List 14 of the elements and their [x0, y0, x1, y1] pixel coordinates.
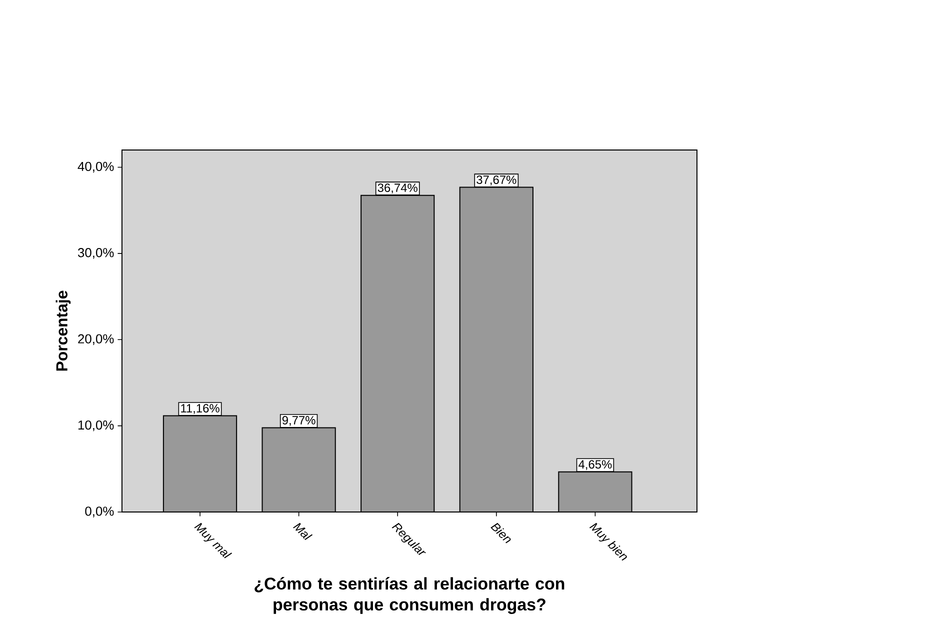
- y-tick-label: 0,0%: [85, 506, 114, 518]
- data-label: 9,77%: [282, 416, 316, 426]
- data-label: 37,67%: [476, 176, 516, 186]
- x-tick-label: Muy mal: [194, 522, 232, 558]
- data-label: 4,65%: [578, 460, 612, 470]
- y-tick-label: 10,0%: [78, 420, 114, 432]
- y-tick-label: 40,0%: [78, 162, 114, 173]
- data-label: 36,74%: [378, 184, 418, 194]
- y-axis-title: Porcentaje: [56, 290, 71, 371]
- y-tick-label: 20,0%: [78, 334, 114, 345]
- x-axis-title: ¿Cómo te sentirías al relacionarte con personas que consumen drogas?: [254, 577, 564, 614]
- data-label: 11,16%: [181, 404, 220, 414]
- y-tick-label: 30,0%: [78, 248, 114, 259]
- x-tick-label: Mal: [292, 522, 313, 540]
